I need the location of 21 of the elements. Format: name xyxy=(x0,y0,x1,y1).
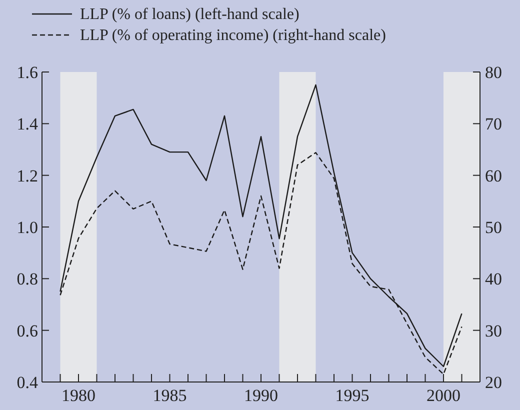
y2-tick-label: 70 xyxy=(485,114,502,134)
y2-tick-label: 40 xyxy=(485,270,502,289)
y2-tick-label: 20 xyxy=(485,373,502,392)
y-tick-label: 0.4 xyxy=(16,373,38,392)
y-tick-label: 0.6 xyxy=(16,321,38,340)
x-tick-label: 2000 xyxy=(426,386,460,405)
y-tick-label: 1.6 xyxy=(16,63,38,82)
y2-tick-label: 80 xyxy=(485,63,502,82)
y-tick-label: 0.8 xyxy=(16,270,38,289)
legend-label: LLP (% of loans) (left-hand scale) xyxy=(80,6,300,23)
x-tick-label: 1990 xyxy=(244,386,278,405)
y-tick-label: 1.0 xyxy=(16,218,38,237)
x-tick-label: 1995 xyxy=(335,386,370,405)
y2-tick-label: 60 xyxy=(485,166,502,186)
x-tick-label: 1985 xyxy=(152,386,187,405)
y2-tick-label: 50 xyxy=(485,218,502,237)
x-tick-label: 1980 xyxy=(62,386,96,405)
legend-label: LLP (% of operating income) (right-hand scale) xyxy=(80,27,386,44)
y-tick-label: 1.4 xyxy=(16,114,38,134)
y-tick-label: 1.2 xyxy=(16,166,38,186)
y2-tick-label: 30 xyxy=(485,321,502,340)
